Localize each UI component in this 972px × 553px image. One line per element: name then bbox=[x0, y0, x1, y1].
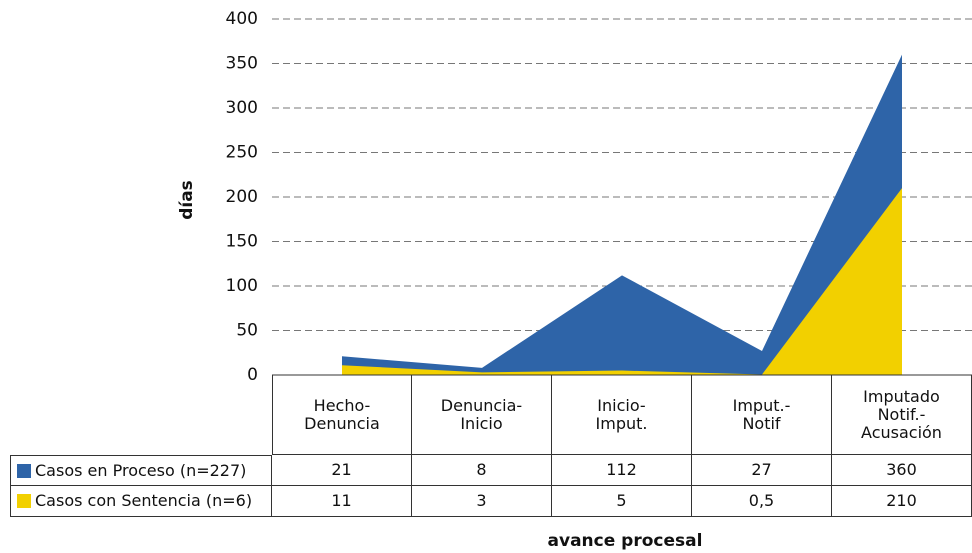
category-label: Imput.- Notif bbox=[692, 375, 832, 455]
legend-swatch bbox=[17, 463, 31, 478]
data-label: 0,5 bbox=[692, 486, 832, 517]
data-label: 21 bbox=[272, 455, 412, 486]
data-label: 27 bbox=[692, 455, 832, 486]
legend-entry: Casos en Proceso (n=227) bbox=[10, 455, 272, 486]
category-label: Denuncia- Inicio bbox=[412, 375, 552, 455]
category-label: Hecho- Denuncia bbox=[272, 375, 412, 455]
data-label: 3 bbox=[412, 486, 552, 517]
y-tick-label: 100 bbox=[226, 276, 258, 296]
y-axis-label: días bbox=[177, 180, 197, 220]
data-label: 210 bbox=[832, 486, 972, 517]
y-tick-label: 300 bbox=[226, 98, 258, 118]
legend-label: Casos con Sentencia (n=6) bbox=[35, 491, 253, 510]
y-tick-label: 350 bbox=[226, 54, 258, 74]
data-label: 8 bbox=[412, 455, 552, 486]
y-tick-label: 250 bbox=[226, 143, 258, 163]
legend-label: Casos en Proceso (n=227) bbox=[35, 460, 247, 480]
y-tick-label: 400 bbox=[226, 9, 258, 29]
y-tick-label: 150 bbox=[226, 232, 258, 252]
area bbox=[342, 188, 902, 375]
legend-swatch bbox=[17, 494, 31, 508]
data-label: 112 bbox=[552, 455, 692, 486]
y-tick-label: 200 bbox=[226, 187, 258, 207]
category-label: Inicio- Imput. bbox=[552, 375, 692, 455]
category-label: Imputado Notif.- Acusación bbox=[832, 375, 972, 455]
y-tick-label: 0 bbox=[247, 365, 258, 385]
y-tick-label: 50 bbox=[236, 321, 258, 341]
x-axis-label: avance procesal bbox=[548, 531, 703, 551]
data-label: 360 bbox=[832, 455, 972, 486]
legend-entry: Casos con Sentencia (n=6) bbox=[10, 486, 272, 517]
data-label: 5 bbox=[552, 486, 692, 517]
data-label: 11 bbox=[272, 486, 412, 517]
